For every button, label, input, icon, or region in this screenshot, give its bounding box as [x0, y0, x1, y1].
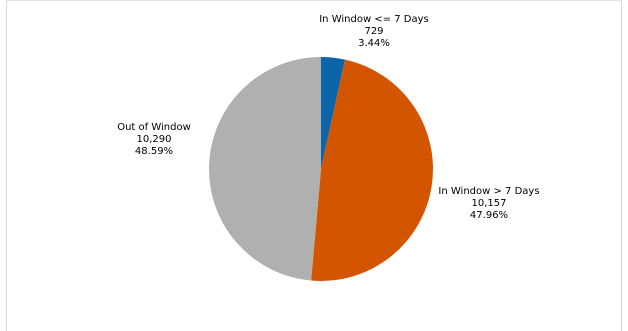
pie-slice-2 [311, 59, 433, 281]
pie-labels: In Window <= 7 Days 729 3.44% In Window > 7… [117, 14, 539, 221]
slice-label-2: In Window > 7 Days 10,157 47.96% [438, 186, 539, 221]
slice-value: 729 [364, 26, 383, 37]
slice-label-3: Out of Window 10,290 48.59% [117, 122, 191, 157]
pie-slice-3 [209, 57, 321, 281]
slice-value: 10,157 [472, 198, 507, 209]
slice-percent: 47.96% [470, 210, 508, 221]
slice-name: In Window > 7 Days [438, 186, 539, 197]
slice-name: Out of Window [117, 122, 191, 133]
pie-slice-1 [321, 56, 346, 169]
pie-slices [209, 56, 433, 281]
slice-percent: 48.59% [135, 146, 173, 157]
slice-percent: 3.44% [358, 38, 390, 49]
slice-name: In Window <= 7 Days [319, 14, 429, 25]
slice-label-1: In Window <= 7 Days 729 3.44% [319, 14, 429, 49]
slice-value: 10,290 [137, 134, 172, 145]
